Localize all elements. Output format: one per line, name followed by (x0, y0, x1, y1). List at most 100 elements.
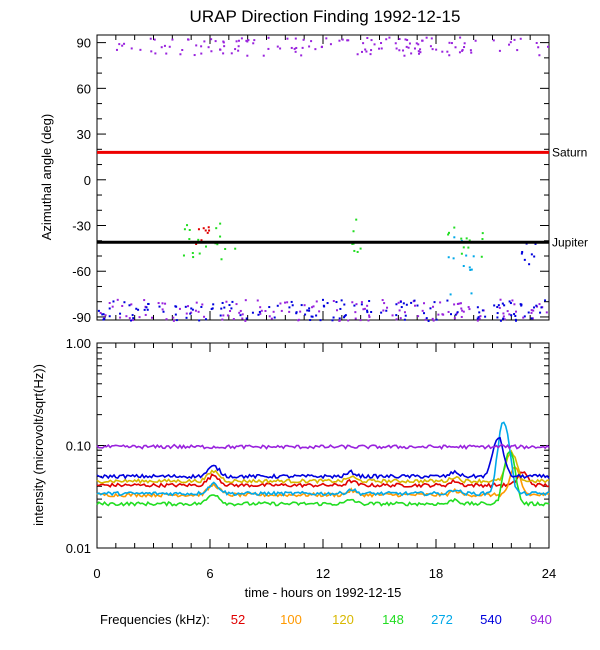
azimuth-point-940 (511, 299, 514, 302)
azimuth-point-940 (415, 42, 418, 45)
azimuth-point-940 (200, 52, 203, 55)
azimuth-point-940 (210, 50, 213, 53)
azimuth-point-940 (143, 299, 146, 302)
azimuth-point-940 (388, 36, 391, 39)
legend-item-940: 940 (530, 612, 552, 627)
azimuth-point-148 (183, 228, 186, 231)
azimuth-point-540 (456, 311, 459, 314)
jupiter-label: Jupiter (552, 235, 588, 249)
azimuth-point-940 (128, 317, 131, 320)
azimuth-point-540 (399, 300, 402, 303)
azimuth-point-940 (382, 309, 385, 312)
azimuth-point-540 (143, 308, 146, 311)
azimuth-point-540 (200, 305, 203, 308)
azimuth-point-540 (527, 311, 530, 314)
azimuth-point-940 (187, 38, 190, 41)
azimuth-point-540 (102, 318, 105, 321)
legend-item-148: 148 (382, 612, 404, 627)
azimuth-point-540 (425, 317, 428, 320)
azimuth-point-540 (257, 313, 260, 316)
azimuth-point-940 (172, 316, 175, 319)
azimuth-point-540 (446, 299, 449, 302)
azimuth-point-940 (214, 40, 217, 43)
azimuth-point-940 (253, 39, 256, 42)
azimuth-point-540 (501, 302, 504, 305)
intensity-series (96, 421, 550, 507)
azimuth-point-540 (174, 313, 177, 316)
azimuth-point-148 (359, 247, 362, 250)
azimuth-point-940 (314, 48, 317, 51)
azimuth-point-940 (267, 36, 270, 39)
azimuth-point-940 (513, 38, 516, 41)
azimuth-point-940 (301, 46, 304, 49)
legend-item-540: 540 (480, 612, 502, 627)
azimuth-point-540 (212, 303, 215, 306)
azimuth-point-940 (157, 302, 160, 305)
azimuth-point-540 (145, 306, 148, 309)
azimuth-point-940 (130, 47, 133, 50)
azimuth-point-540 (311, 315, 314, 318)
azimuth-point-940 (474, 39, 477, 42)
azimuth-point-540 (132, 317, 135, 320)
azimuth-point-540 (147, 302, 150, 305)
azimuth-point-940 (293, 47, 296, 50)
azimuth-point-940 (294, 37, 297, 40)
azimuth-point-148 (481, 238, 484, 241)
azimuth-point-940 (193, 54, 196, 57)
azimuth-point-540 (258, 310, 261, 313)
azimuth-point-540 (291, 304, 294, 307)
azimuth-point-540 (273, 316, 276, 319)
azimuth-point-940 (419, 48, 422, 51)
azimuth-point-940 (210, 38, 213, 41)
azimuth-point-940 (272, 310, 275, 313)
azimuth-point-940 (201, 303, 204, 306)
azimuth-point-940 (295, 46, 298, 49)
azimuth-point-272 (452, 257, 455, 260)
azimuth-point-940 (417, 43, 420, 46)
azimuth-point-940 (362, 42, 365, 45)
legend-item-100: 100 (280, 612, 302, 627)
azimuth-point-940 (338, 39, 341, 42)
azimuth-point-540 (540, 306, 543, 309)
azimuth-point-540 (210, 308, 213, 311)
intensity-y-tick-label: 0.10 (66, 439, 91, 454)
azimuth-point-540 (335, 301, 338, 304)
azimuth-point-940 (419, 51, 422, 54)
azimuth-point-940 (235, 303, 238, 306)
azimuth-point-940 (178, 307, 181, 310)
azimuth-point-940 (121, 304, 124, 307)
azimuth-point-540 (230, 307, 233, 310)
azimuth-point-540 (300, 304, 303, 307)
azimuth-point-540 (128, 304, 131, 307)
azimuth-point-540 (102, 313, 105, 316)
azimuth-point-148 (191, 252, 194, 255)
azimuth-point-540 (476, 306, 479, 309)
azimuth-point-148 (224, 247, 227, 250)
azimuth-point-940 (284, 301, 287, 304)
azimuth-point-940 (448, 54, 451, 57)
intensity-series-52 (96, 471, 550, 489)
azimuth-point-940 (509, 41, 512, 44)
azimuth-point-540 (146, 308, 149, 311)
azimuth-point-540 (360, 303, 363, 306)
azimuth-point-540 (402, 302, 405, 305)
azimuth-point-940 (131, 319, 134, 322)
azimuth-point-940 (385, 38, 388, 41)
azimuth-point-52 (204, 229, 207, 232)
azimuth-point-940 (370, 49, 373, 52)
azimuth-point-940 (513, 303, 516, 306)
saturn-label: Saturn (552, 145, 587, 159)
intensity-y-tick-label: 0.01 (66, 541, 91, 556)
azimuth-point-940 (259, 312, 262, 315)
azimuth-point-940 (241, 313, 244, 316)
azimuth-point-940 (246, 40, 249, 43)
x-tick-label: 18 (429, 566, 443, 581)
azimuth-point-940 (364, 48, 367, 51)
azimuth-point-940 (508, 43, 511, 46)
azimuth-point-940 (391, 314, 394, 317)
azimuth-point-940 (425, 36, 428, 39)
x-axis-label: time - hours on 1992-12-15 (245, 585, 402, 600)
azimuth-point-540 (137, 308, 140, 311)
azimuth-point-148 (182, 254, 185, 257)
azimuth-point-148 (353, 249, 356, 252)
